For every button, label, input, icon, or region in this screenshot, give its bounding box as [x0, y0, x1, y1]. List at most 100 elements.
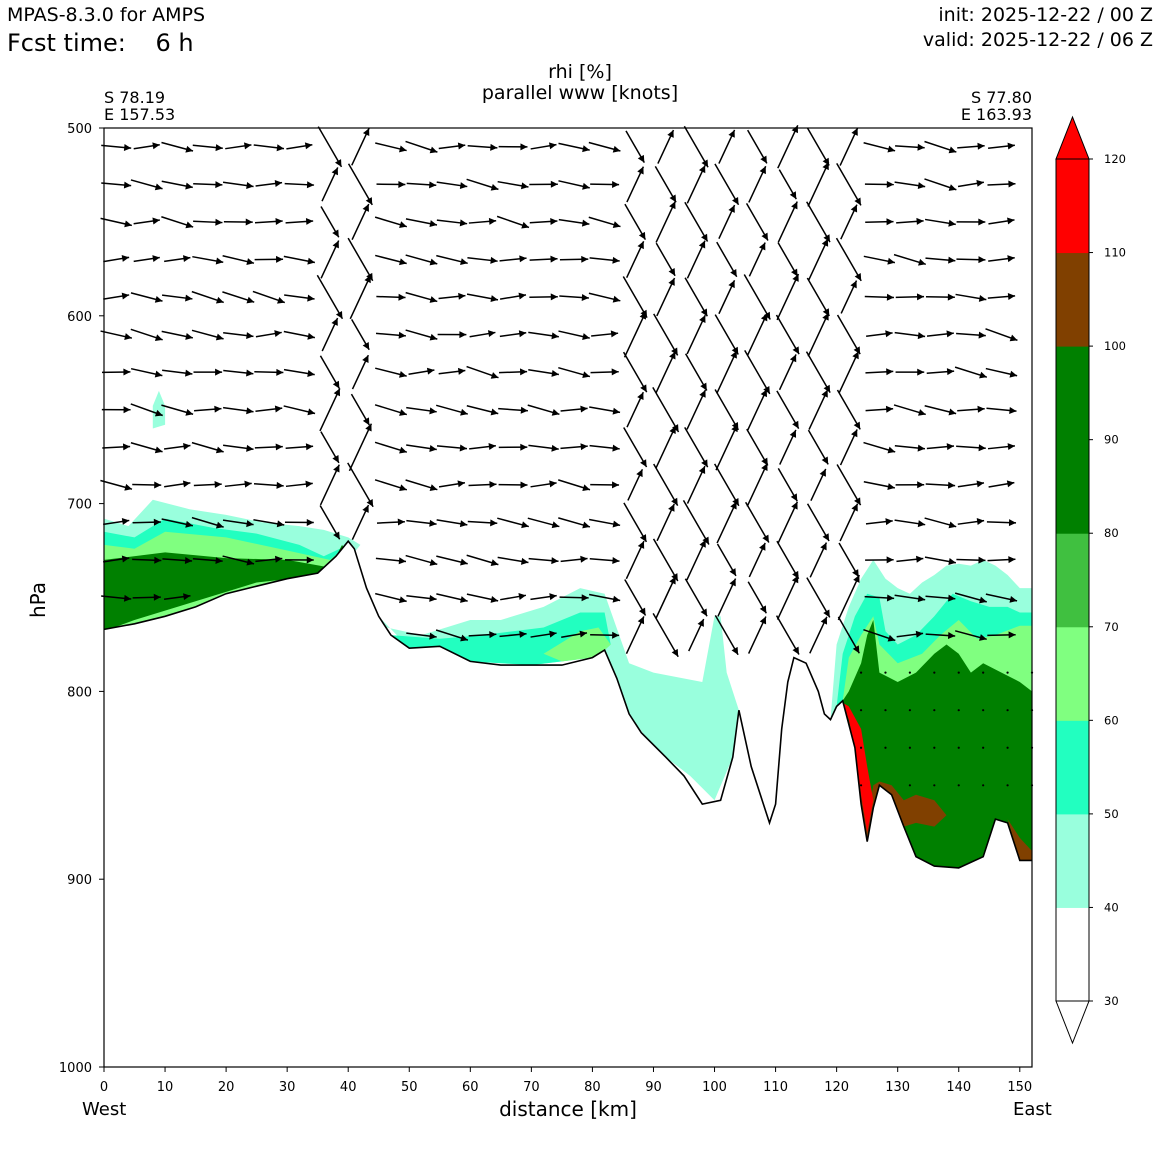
- wind-arrow: [747, 388, 768, 431]
- wind-arrow: [103, 292, 130, 300]
- colorbar-tick-label: 90: [1104, 433, 1119, 447]
- wind-arrow: [624, 203, 647, 241]
- x-tick-label: 20: [218, 1080, 235, 1095]
- wind-arrow: [714, 314, 739, 355]
- wind-arrow: [627, 468, 644, 501]
- wind-arrow: [806, 201, 831, 243]
- wind-arrow: [376, 180, 406, 188]
- wind-arrow: [836, 314, 861, 355]
- wind-arrow: [863, 255, 896, 265]
- calm-wind-dot: [957, 671, 960, 674]
- wind-arrow: [561, 630, 588, 638]
- wind-arrow: [748, 242, 766, 277]
- calm-wind-dot: [982, 709, 985, 712]
- wind-arrow: [347, 163, 373, 206]
- wind-arrow: [626, 166, 645, 203]
- wind-arrow: [684, 578, 708, 617]
- wind-arrow: [529, 255, 558, 263]
- wind-arrow: [375, 331, 406, 339]
- wind-arrow: [954, 366, 988, 379]
- wind-arrow: [836, 464, 862, 506]
- wind-arrow: [347, 462, 374, 508]
- colorbar-tick-label: 70: [1104, 620, 1119, 634]
- wind-arrow: [589, 518, 621, 528]
- wind-arrow: [102, 443, 131, 451]
- wind-arrow: [865, 518, 893, 526]
- wind-arrow: [222, 519, 254, 528]
- wind-arrow: [655, 576, 677, 619]
- wind-arrow: [191, 441, 224, 454]
- colorbar: 30 40 50 60 70 80 90 100 110 120: [1055, 115, 1126, 1045]
- wind-arrow: [284, 294, 315, 302]
- wind-arrow: [655, 351, 676, 393]
- rhi-region-14: [152, 390, 166, 429]
- calm-wind-dot: [982, 746, 985, 749]
- wind-arrow: [163, 593, 191, 601]
- wind-arrow: [684, 201, 709, 242]
- wind-arrow: [957, 405, 985, 413]
- wind-arrow: [350, 318, 370, 351]
- wind-arrow: [745, 501, 770, 543]
- wind-arrow: [530, 142, 557, 150]
- wind-arrow: [686, 389, 707, 430]
- wind-arrow: [252, 290, 286, 304]
- model-title: MPAS-8.3.0 for AMPS: [7, 4, 206, 26]
- wind-arrow: [132, 481, 162, 489]
- wind-arrow: [406, 594, 437, 602]
- wind-arrow: [499, 292, 527, 300]
- wind-arrow: [777, 201, 798, 243]
- wind-arrow: [497, 517, 530, 529]
- wind-arrow: [406, 444, 437, 452]
- wind-arrow: [985, 367, 1018, 378]
- calm-wind-dot: [859, 746, 863, 749]
- wind-arrow: [986, 519, 1017, 527]
- fcst-time-label: Fcst time: 6 h: [7, 29, 194, 57]
- right-end-lat: S 77.80: [970, 88, 1032, 107]
- wind-arrow: [255, 555, 283, 563]
- y-tick-label: 800: [67, 685, 92, 700]
- colorbar-segment: [1056, 533, 1089, 628]
- wind-arrow: [684, 426, 709, 468]
- wind-arrow: [101, 406, 131, 414]
- wind-arrow: [560, 405, 588, 413]
- wind-arrow: [626, 391, 644, 428]
- wind-arrow: [321, 317, 339, 352]
- wind-arrow: [320, 206, 340, 238]
- wind-arrow: [957, 179, 984, 188]
- wind-arrow: [924, 218, 956, 227]
- wind-arrow: [864, 293, 894, 301]
- wind-arrow: [161, 518, 194, 528]
- wind-arrow: [716, 350, 738, 394]
- wind-arrow: [408, 367, 435, 375]
- wind-arrow: [623, 427, 648, 468]
- wind-arrow: [776, 540, 800, 580]
- x-tick-label: 40: [340, 1080, 357, 1095]
- wind-arrow: [686, 314, 706, 355]
- calm-wind-dot: [933, 784, 936, 787]
- wind-arrow: [863, 480, 896, 490]
- axes-layer: 0 10 20 30 40 50 60 70 80 90 100 110 120 130 140 150 500…: [59, 122, 1033, 1095]
- wind-arrow: [466, 593, 499, 603]
- wind-arrow: [100, 217, 133, 228]
- wind-arrow: [436, 519, 468, 528]
- wind-arrow: [840, 204, 858, 240]
- wind-arrow: [286, 142, 313, 150]
- wind-arrow: [713, 463, 740, 507]
- wind-arrow: [809, 616, 828, 654]
- wind-arrow: [436, 593, 468, 603]
- wind-arrow: [435, 629, 469, 642]
- rhi-region-10: [842, 620, 1032, 868]
- wind-arrow: [558, 517, 591, 529]
- wind-arrow: [956, 218, 986, 226]
- colorbar-tick-label: 60: [1104, 713, 1119, 727]
- wind-arrow: [467, 256, 498, 264]
- wind-arrow: [436, 181, 468, 190]
- wind-arrow: [777, 468, 798, 502]
- wind-arrow: [558, 330, 590, 340]
- wind-arrow: [320, 240, 340, 279]
- wind-arrow: [438, 480, 466, 488]
- wind-arrow: [746, 462, 769, 507]
- wind-arrow: [776, 390, 800, 429]
- wind-arrow: [283, 368, 315, 377]
- wind-arrow: [714, 615, 739, 656]
